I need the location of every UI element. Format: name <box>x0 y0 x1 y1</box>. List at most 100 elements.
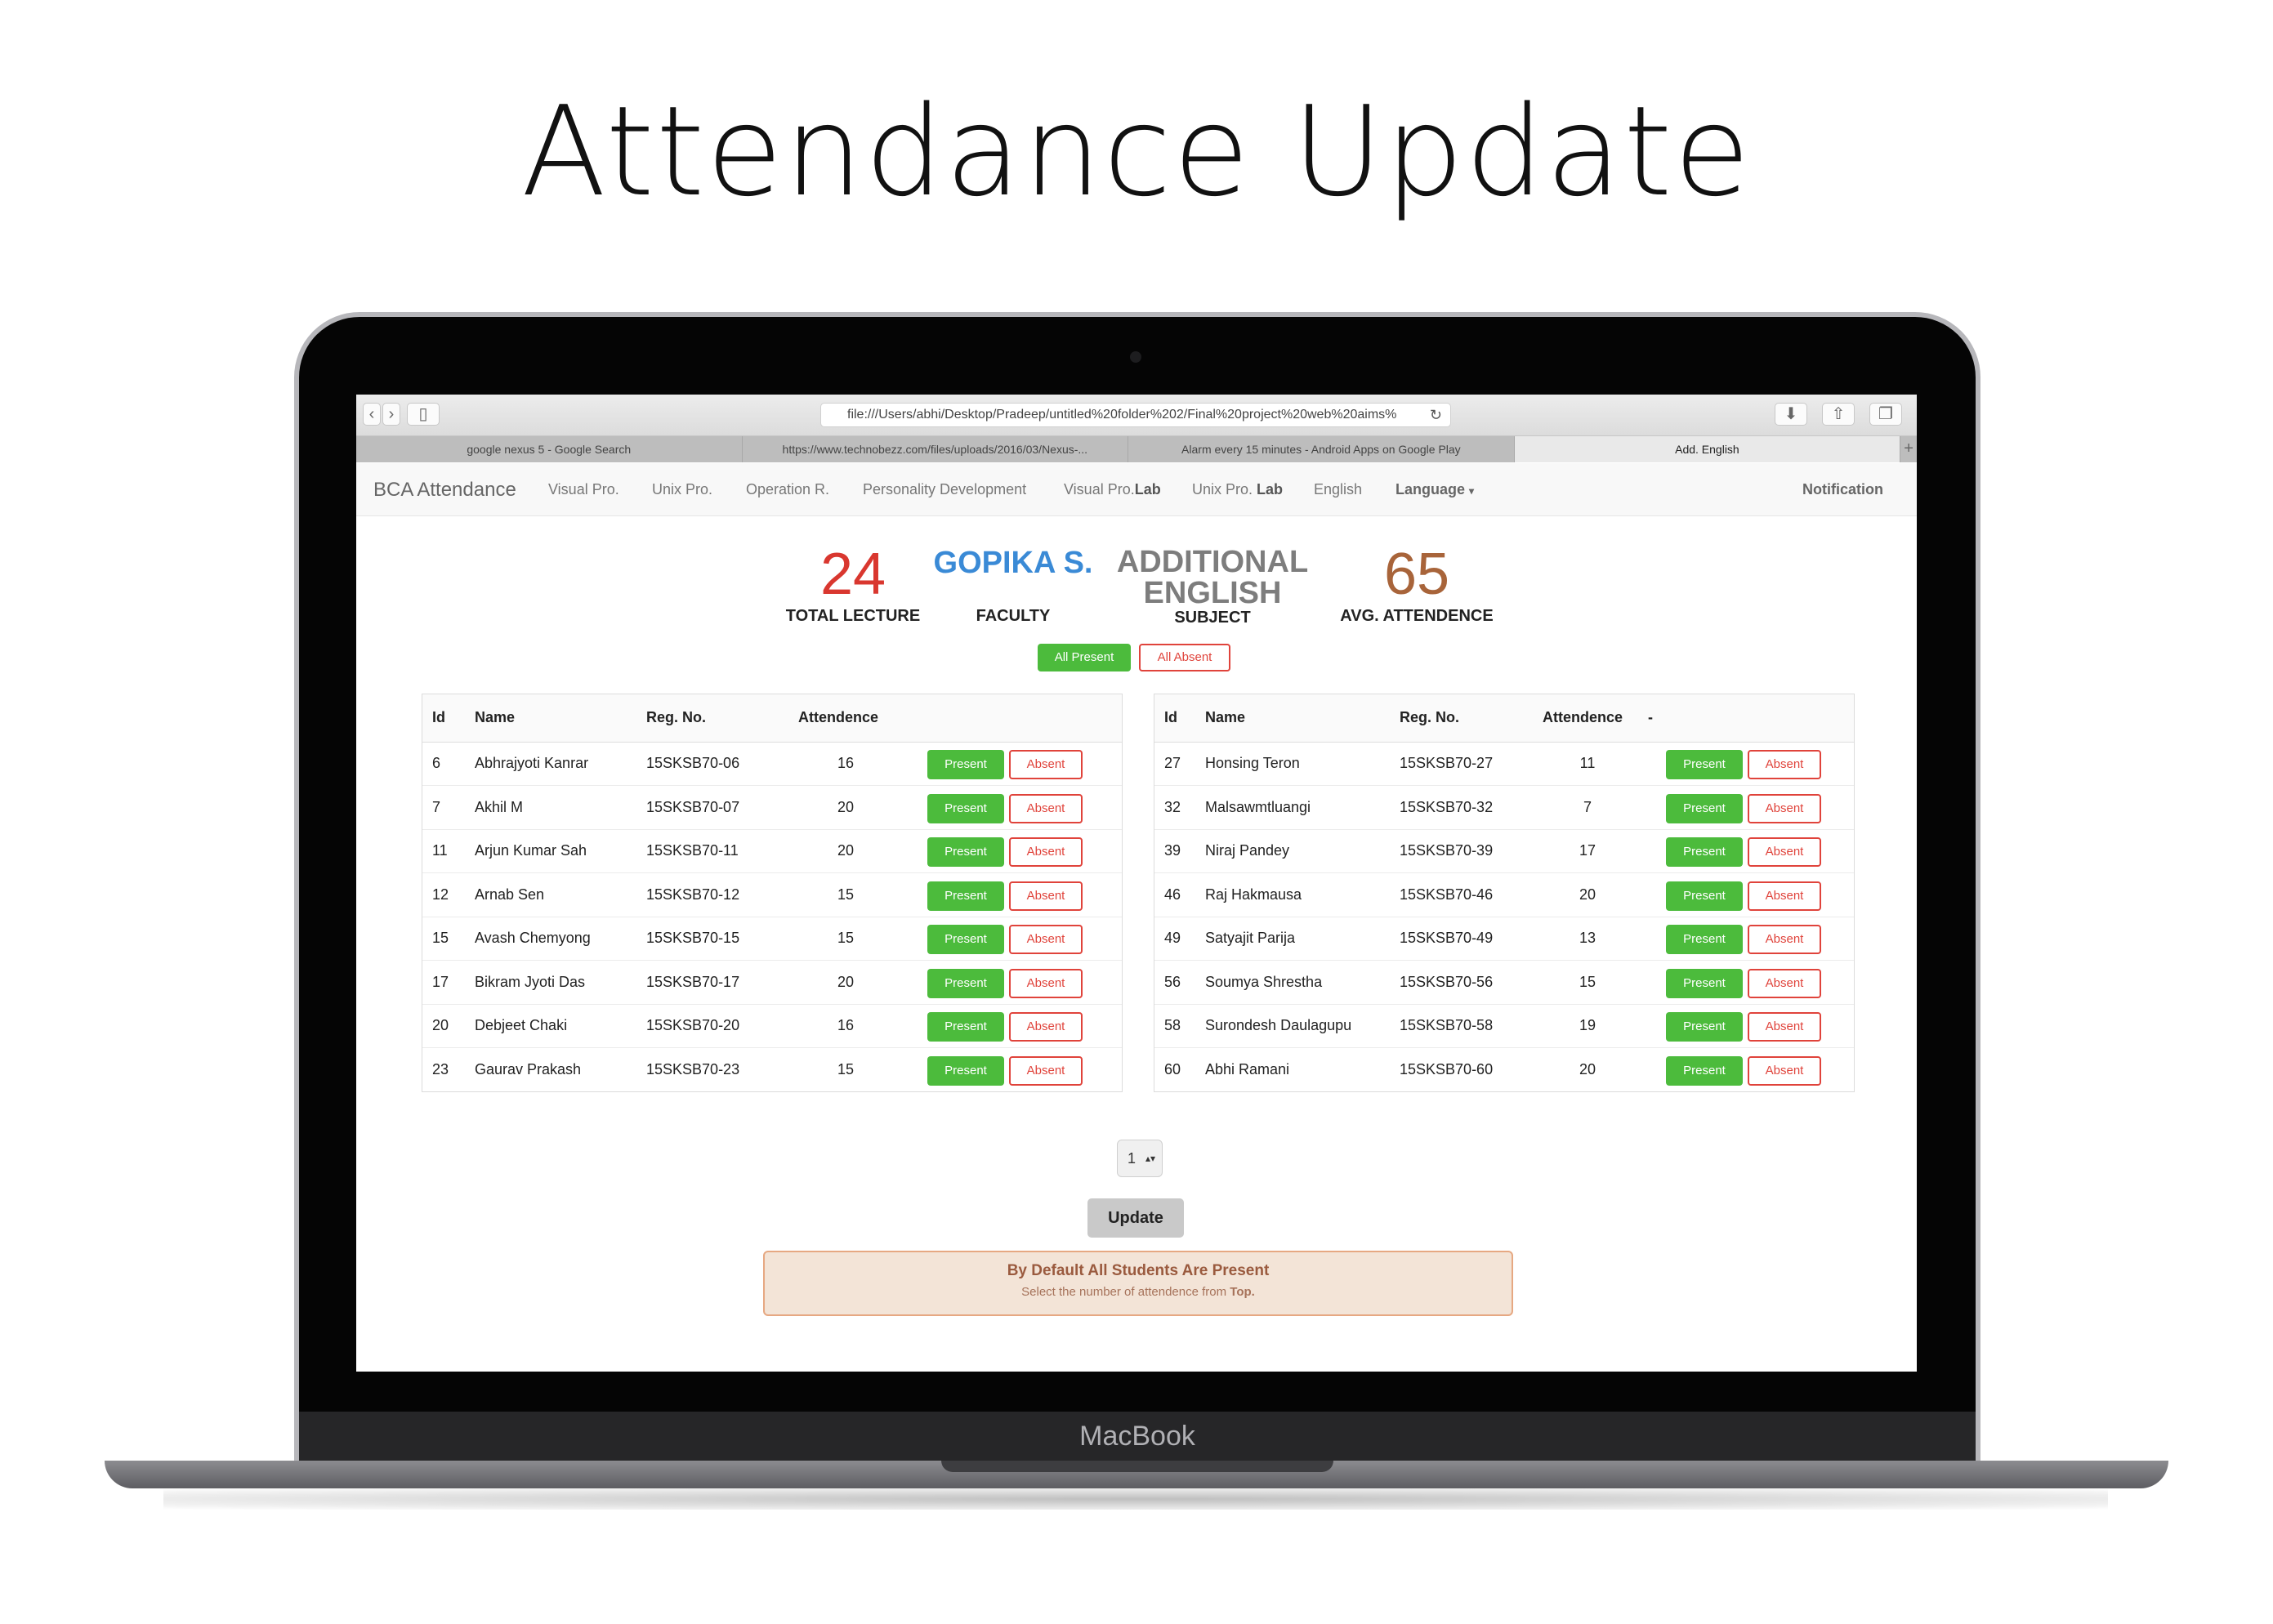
cell-reg: 15SKSB70-23 <box>646 1060 740 1077</box>
present-button[interactable]: Present <box>1666 793 1743 823</box>
browser-tabs: google nexus 5 - Google Search https://w… <box>356 436 1917 462</box>
nav-item-operation-r[interactable]: Operation R. <box>746 481 830 497</box>
browser-toolbar: ‹ › ▯ file:///Users/abhi/Desktop/Pradeep… <box>356 395 1917 436</box>
table-row: 17 Bikram Jyoti Das 15SKSB70-17 20 Present Ab… <box>422 961 1122 1005</box>
present-button[interactable]: Present <box>927 968 1004 998</box>
sidebar-icon[interactable]: ▯ <box>407 403 440 426</box>
nav-item-visual-pro-lab[interactable]: Visual Pro.Lab <box>1064 481 1161 498</box>
all-present-button[interactable]: All Present <box>1038 644 1131 671</box>
attendence-count-select[interactable]: 1 ▴▾ <box>1117 1140 1163 1177</box>
table-row: 11 Arjun Kumar Sah 15SKSB70-11 20 Present Abs… <box>422 829 1122 873</box>
absent-button[interactable]: Absent <box>1009 793 1083 823</box>
cell-name: Surondesh Daulagupu <box>1205 1017 1352 1033</box>
cell-reg: 15SKSB70-20 <box>646 1017 740 1033</box>
present-button[interactable]: Present <box>927 881 1004 911</box>
camera-icon <box>1130 351 1141 363</box>
present-button[interactable]: Present <box>1666 925 1743 954</box>
absent-button[interactable]: Absent <box>1009 925 1083 954</box>
all-absent-button[interactable]: All Absent <box>1139 644 1230 671</box>
present-button[interactable]: Present <box>1666 750 1743 779</box>
alert-title: By Default All Students Are Present <box>1007 1262 1270 1279</box>
subject-line-1: ADDITIONAL <box>1116 545 1309 579</box>
nav-notification[interactable]: Notification <box>1802 481 1883 497</box>
back-icon[interactable]: ‹ <box>363 403 381 426</box>
present-button[interactable]: Present <box>927 1012 1004 1042</box>
table-row: 60 Abhi Ramani 15SKSB70-60 20 Present Absent <box>1154 1048 1854 1091</box>
cell-id: 27 <box>1164 755 1181 771</box>
absent-button[interactable]: Absent <box>1748 750 1821 779</box>
absent-button[interactable]: Absent <box>1009 881 1083 911</box>
absent-button[interactable]: Absent <box>1748 968 1821 998</box>
cell-attendence: 20 <box>837 842 855 859</box>
present-button[interactable]: Present <box>1666 1012 1743 1042</box>
present-button[interactable]: Present <box>927 925 1004 954</box>
present-button[interactable]: Present <box>927 1055 1004 1086</box>
stat-total-lecture: 24 TOTAL LECTURE <box>779 545 927 626</box>
cell-name: Satyajit Parija <box>1205 930 1296 946</box>
absent-button[interactable]: Absent <box>1748 1055 1821 1086</box>
laptop-shadow <box>163 1488 2108 1510</box>
absent-button[interactable]: Absent <box>1009 1055 1083 1086</box>
cell-name: Malsawmtluangi <box>1205 798 1311 815</box>
stat-label: SUBJECT <box>1174 609 1251 627</box>
reload-icon[interactable]: ↻ <box>1429 407 1442 423</box>
nav-item-personality-development[interactable]: Personality Development <box>863 481 1027 497</box>
cell-name: Avash Chemyong <box>475 930 591 946</box>
browser-tab[interactable]: Alarm every 15 minutes - Android Apps on… <box>1128 436 1515 462</box>
subject-line-2: ENGLISH <box>1143 576 1282 610</box>
cell-attendence: 16 <box>837 755 855 771</box>
present-button[interactable]: Present <box>927 793 1004 823</box>
address-bar[interactable]: file:///Users/abhi/Desktop/Pradeep/untit… <box>820 403 1451 427</box>
nav-item-unix-pro-lab[interactable]: Unix Pro. Lab <box>1192 481 1283 498</box>
absent-button[interactable]: Absent <box>1748 1012 1821 1042</box>
new-tab-icon[interactable]: + <box>1904 439 1914 457</box>
absent-button[interactable]: Absent <box>1009 837 1083 867</box>
select-arrows-icon: ▴▾ <box>1145 1153 1155 1164</box>
download-icon[interactable]: ⬇ <box>1775 403 1807 426</box>
stat-subject: ADDITIONAL ENGLISH SUBJECT <box>1106 547 1319 627</box>
browser-tab[interactable]: https://www.technobezz.com/files/uploads… <box>743 436 1129 462</box>
faculty-name: GOPIKA S. <box>933 546 1093 580</box>
table-header: Id Name Reg. No. Attendence <box>422 694 1122 743</box>
absent-button[interactable]: Absent <box>1009 968 1083 998</box>
nav-language-dropdown[interactable]: Language ▾ <box>1396 481 1474 498</box>
absent-button[interactable]: Absent <box>1748 925 1821 954</box>
absent-button[interactable]: Absent <box>1748 793 1821 823</box>
present-button[interactable]: Present <box>1666 1055 1743 1086</box>
cell-reg: 15SKSB70-60 <box>1400 1060 1494 1077</box>
nav-item-label: Visual Pro. <box>1064 481 1135 497</box>
absent-button[interactable]: Absent <box>1748 881 1821 911</box>
present-button[interactable]: Present <box>1666 837 1743 867</box>
attendance-table-right: Id Name Reg. No. Attendence - 27 Honsing … <box>1154 694 1855 1092</box>
update-button[interactable]: Update <box>1087 1198 1184 1238</box>
cell-attendence: 20 <box>1579 886 1596 903</box>
absent-button[interactable]: Absent <box>1009 750 1083 779</box>
cell-reg: 15SKSB70-49 <box>1400 930 1494 946</box>
present-button[interactable]: Present <box>1666 881 1743 911</box>
browser-tab[interactable]: google nexus 5 - Google Search <box>356 436 743 462</box>
table-row: 58 Surondesh Daulagupu 15SKSB70-58 19 Presen… <box>1154 1004 1854 1048</box>
nav-item-visual-pro[interactable]: Visual Pro. <box>548 481 619 497</box>
cell-attendence: 15 <box>837 930 855 946</box>
present-button[interactable]: Present <box>927 837 1004 867</box>
nav-item-unix-pro[interactable]: Unix Pro. <box>652 481 713 497</box>
browser-tab-active[interactable]: Add. English <box>1514 436 1901 462</box>
info-alert: By Default All Students Are Present Sele… <box>763 1251 1513 1316</box>
cell-name: Gaurav Prakash <box>475 1060 582 1077</box>
page-title: Attendance Update <box>520 79 1753 224</box>
brand-link[interactable]: BCA Attendance <box>373 479 516 501</box>
present-button[interactable]: Present <box>927 750 1004 779</box>
absent-button[interactable]: Absent <box>1009 1012 1083 1042</box>
header-attendence: Attendence <box>798 709 879 725</box>
cell-reg: 15SKSB70-11 <box>646 842 739 859</box>
alert-subtitle: Select the number of attendence from Top… <box>765 1285 1512 1299</box>
cell-id: 23 <box>432 1060 449 1077</box>
nav-item-english[interactable]: English <box>1314 481 1363 497</box>
nav-item-label: Language <box>1396 481 1466 497</box>
share-icon[interactable]: ⇧ <box>1822 403 1855 426</box>
tabs-overview-icon[interactable]: ❐ <box>1869 403 1902 426</box>
stat-faculty: GOPIKA S. FACULTY <box>931 545 1095 626</box>
present-button[interactable]: Present <box>1666 968 1743 998</box>
forward-icon[interactable]: › <box>382 403 400 426</box>
absent-button[interactable]: Absent <box>1748 837 1821 867</box>
